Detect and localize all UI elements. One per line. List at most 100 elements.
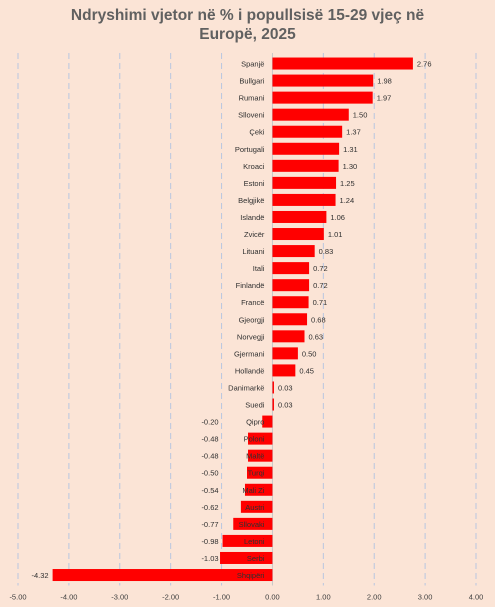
category-label: Rumani (239, 94, 265, 103)
category-label: Gjeorgji (239, 315, 265, 324)
value-label: 0.72 (313, 264, 328, 273)
value-label: -0.54 (201, 486, 218, 495)
category-label: Austri (245, 503, 265, 512)
value-label: -0.48 (201, 452, 218, 461)
x-tick-label: -5.00 (9, 593, 26, 602)
category-label: Spanjë (241, 60, 264, 69)
bar (272, 57, 413, 70)
bar (222, 534, 273, 547)
category-label: Çeki (249, 128, 264, 137)
value-label: 0.03 (278, 383, 293, 392)
category-label: Estoni (244, 179, 265, 188)
bar (233, 517, 273, 530)
category-label: Bullgari (239, 77, 264, 86)
category-label: Lituani (242, 247, 264, 256)
bar (52, 569, 273, 582)
category-label: Qipro (246, 418, 264, 427)
value-label: 1.50 (353, 111, 368, 120)
bar (272, 159, 339, 172)
category-label: Islandë (240, 213, 264, 222)
value-label: 1.25 (340, 179, 355, 188)
value-label: 0.68 (311, 315, 326, 324)
category-label: Itali (253, 264, 265, 273)
category-label: Serbi (247, 554, 265, 563)
category-label: Suedi (245, 401, 265, 410)
category-label: Norvegji (237, 332, 265, 341)
value-label: -0.77 (201, 520, 218, 529)
value-label: 0.71 (313, 298, 328, 307)
value-label: 2.76 (417, 60, 432, 69)
category-label: Belgjikë (238, 196, 264, 205)
value-label: -0.62 (201, 503, 218, 512)
value-label: -1.03 (201, 554, 218, 563)
category-label: Turqi (248, 469, 265, 478)
bar (248, 449, 273, 462)
value-label: 0.83 (319, 247, 334, 256)
value-label: -4.32 (31, 571, 48, 580)
value-label: -0.48 (201, 435, 218, 444)
bar (248, 432, 273, 445)
bar (272, 296, 309, 309)
category-label: Hollandë (235, 366, 265, 375)
bar (272, 125, 343, 138)
bar (272, 193, 336, 206)
value-label: 1.06 (330, 213, 345, 222)
category-label: Letoni (244, 537, 265, 546)
category-label: Shqipëri (237, 571, 265, 580)
bar (272, 398, 274, 411)
bar (272, 347, 298, 360)
bar (272, 245, 315, 258)
category-label: Francë (241, 298, 264, 307)
x-tick-label: 2.00 (367, 593, 382, 602)
value-label: -0.20 (201, 418, 218, 427)
value-label: 1.30 (343, 162, 358, 171)
value-label: 0.72 (313, 281, 328, 290)
bar (272, 364, 296, 377)
bar (272, 142, 340, 155)
category-label: Gjermani (234, 349, 265, 358)
category-label: Zvicër (244, 230, 265, 239)
bar (272, 381, 274, 394)
value-label: 0.50 (302, 349, 317, 358)
chart-title-line-2: Europë, 2025 (199, 26, 296, 43)
value-label: 1.01 (328, 230, 343, 239)
category-label: Maltë (246, 452, 264, 461)
category-label: Portugali (235, 145, 265, 154)
value-label: 0.45 (299, 366, 314, 375)
bar (244, 483, 273, 496)
bar (272, 228, 324, 241)
bar (240, 500, 273, 513)
value-label: 1.31 (343, 145, 358, 154)
x-tick-label: 3.00 (418, 593, 433, 602)
bar (272, 91, 373, 104)
category-label: Kroaci (243, 162, 265, 171)
bar (262, 415, 273, 428)
bar (272, 262, 310, 275)
value-label: 1.37 (346, 128, 361, 137)
value-label: -0.98 (201, 537, 218, 546)
x-tick-label: -3.00 (111, 593, 128, 602)
value-label: 0.03 (278, 401, 293, 410)
category-label: Poloni (244, 435, 265, 444)
category-label: Sllovaki (239, 520, 265, 529)
value-label: 1.97 (377, 94, 392, 103)
bar (272, 176, 337, 189)
category-label: Danimarkë (228, 383, 264, 392)
x-tick-label: -4.00 (60, 593, 77, 602)
chart-title: Ndryshimi vjetor në % i popullsisë 15-29… (0, 6, 495, 44)
bar (220, 551, 273, 564)
value-label: 1.98 (377, 77, 392, 86)
category-label: Finlandë (236, 281, 265, 290)
bar (247, 466, 273, 479)
x-tick-label: -1.00 (213, 593, 230, 602)
category-label: Slloveni (238, 111, 265, 120)
x-tick-label: 4.00 (469, 593, 484, 602)
value-label: 1.24 (340, 196, 355, 205)
bar (272, 279, 310, 292)
x-tick-label: -2.00 (162, 593, 179, 602)
chart-title-line-1: Ndryshimi vjetor në % i popullsisë 15-29… (70, 7, 425, 24)
bar (272, 74, 374, 87)
x-tick-label: 1.00 (316, 593, 331, 602)
